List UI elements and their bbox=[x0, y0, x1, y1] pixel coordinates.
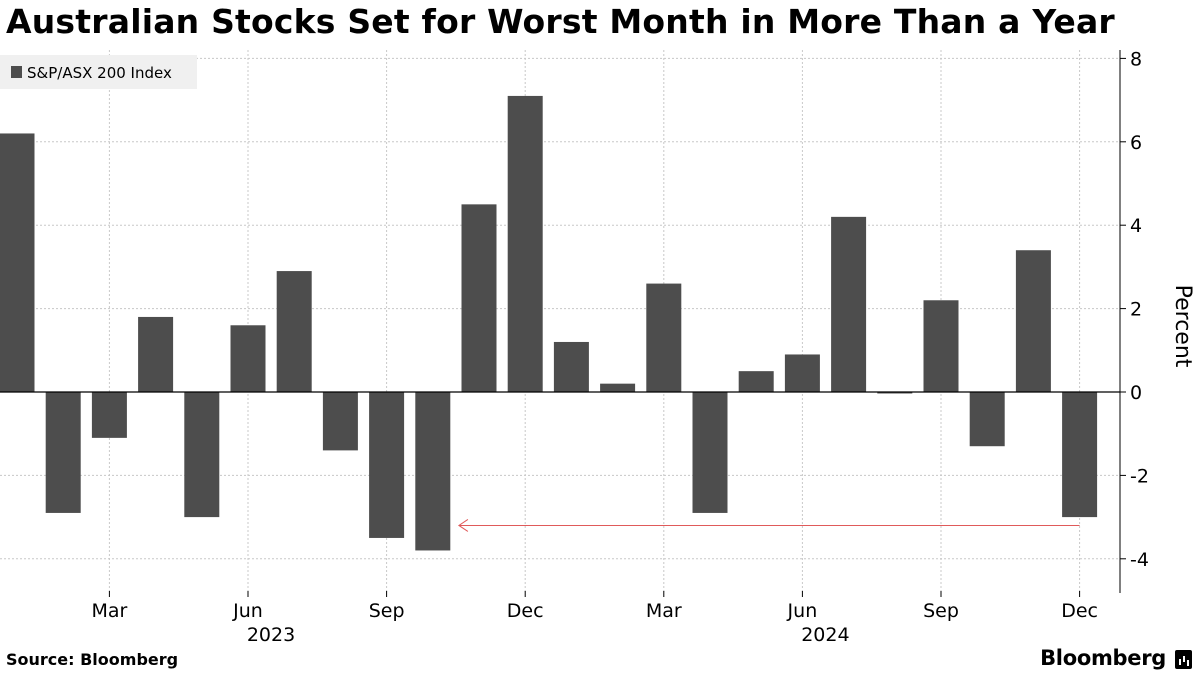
bar-feb-2024 bbox=[600, 383, 636, 392]
bar-jul-2024 bbox=[831, 216, 867, 392]
bar-mar-2023 bbox=[91, 392, 127, 438]
x-year-label: 2023 bbox=[247, 624, 295, 646]
bar-sep-2024 bbox=[923, 300, 959, 392]
bar-aug-2023 bbox=[322, 392, 358, 451]
x-tick-label: Jun bbox=[787, 600, 818, 622]
bar-aug-2024 bbox=[877, 392, 913, 394]
bar-jun-2023 bbox=[230, 325, 266, 392]
bar-dec-2023 bbox=[507, 95, 543, 393]
bar-oct-2023 bbox=[415, 392, 451, 551]
bar-jan-2024 bbox=[553, 341, 589, 392]
legend-swatch bbox=[11, 66, 22, 78]
x-tick-label: Dec bbox=[507, 600, 544, 622]
bar-oct-2024 bbox=[969, 392, 1005, 447]
source-note: Source: Bloomberg bbox=[6, 650, 179, 669]
bar-feb-2023 bbox=[45, 392, 81, 513]
x-tick-label: Mar bbox=[91, 600, 127, 622]
x-axis: Mar Jun Sep Dec Mar Jun Sep Dec 2023 2024 bbox=[91, 591, 1098, 646]
x-tick-label: Sep bbox=[923, 600, 959, 622]
bars bbox=[0, 95, 1098, 551]
y-axis: 8 6 4 2 0 -2 -4 bbox=[1120, 48, 1149, 571]
bar-jan-2023 bbox=[0, 133, 35, 392]
comparison-arrow bbox=[457, 519, 1080, 532]
bar-jun-2024 bbox=[784, 354, 820, 392]
y-tick-label: 2 bbox=[1130, 299, 1142, 321]
y-tick-label: 0 bbox=[1130, 382, 1142, 404]
bar-apr-2024 bbox=[692, 392, 728, 513]
x-tick-label: Sep bbox=[369, 600, 405, 622]
legend: S&P/ASX 200 Index bbox=[0, 55, 197, 89]
y-tick-label: 8 bbox=[1130, 48, 1142, 70]
bar-may-2023 bbox=[184, 392, 220, 518]
bar-nov-2024 bbox=[1015, 250, 1051, 392]
x-year-label: 2024 bbox=[801, 624, 849, 646]
y-tick-label: 6 bbox=[1130, 132, 1142, 154]
bar-nov-2023 bbox=[461, 204, 497, 392]
y-tick-label: -2 bbox=[1130, 465, 1149, 487]
arrow-head bbox=[457, 519, 469, 532]
bloomberg-logo: Bloomberg bbox=[1040, 646, 1166, 670]
x-tick-label: Mar bbox=[646, 600, 682, 622]
bloomberg-terminal-icon bbox=[1175, 650, 1192, 669]
x-tick-label: Dec bbox=[1061, 600, 1098, 622]
bar-may-2024 bbox=[738, 371, 774, 392]
bar-mar-2024 bbox=[646, 283, 682, 392]
y-tick-label: 4 bbox=[1130, 215, 1142, 237]
bar-sep-2023 bbox=[369, 392, 405, 538]
chart-title: Australian Stocks Set for Worst Month in… bbox=[6, 2, 1115, 41]
legend-label: S&P/ASX 200 Index bbox=[27, 64, 172, 82]
y-tick-label: -4 bbox=[1130, 549, 1149, 571]
y-axis-title: Percent bbox=[1170, 285, 1195, 368]
bar-jul-2023 bbox=[276, 271, 312, 392]
bar-dec-2024 bbox=[1062, 392, 1098, 518]
legend-box bbox=[0, 55, 197, 89]
bar-apr-2023 bbox=[138, 316, 174, 392]
x-tick-label: Jun bbox=[232, 600, 263, 622]
